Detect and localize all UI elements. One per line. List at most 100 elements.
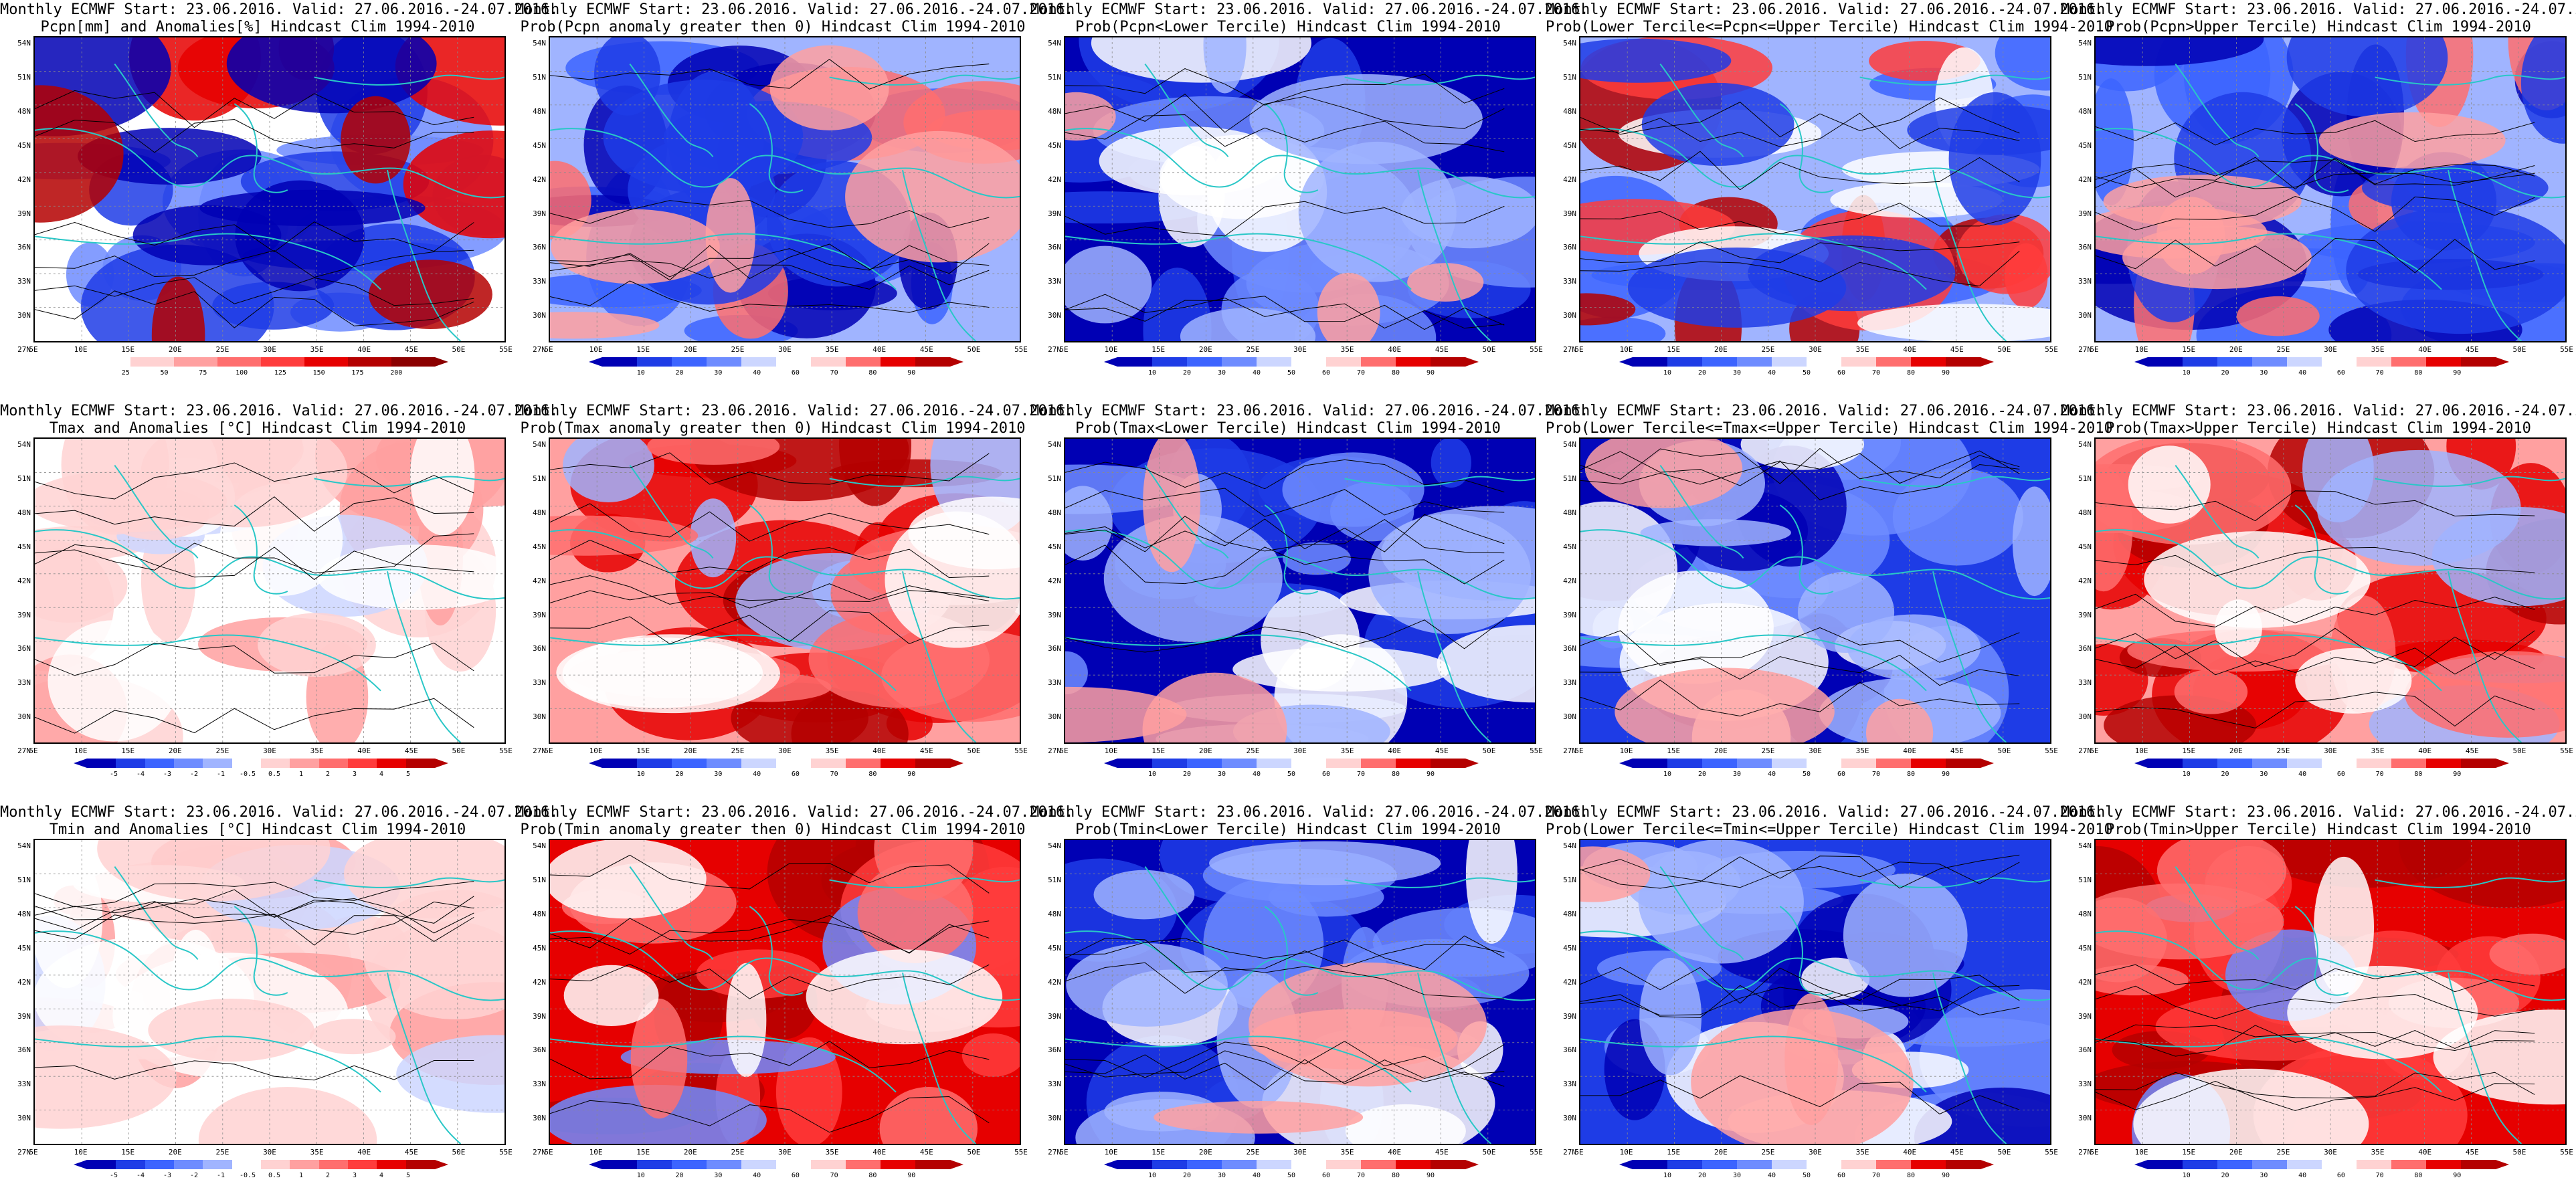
latitude-label: 48N (533, 909, 546, 918)
legend-min-arrow (1619, 1160, 1633, 1169)
latitude-label: 39N (17, 1011, 31, 1021)
forecast-panel: Monthly ECMWF Start: 23.06.2016. Valid: … (1030, 803, 1588, 1204)
color-legend (2134, 1160, 2509, 1169)
legend-tick-label: 30 (2260, 771, 2268, 778)
legend-tick-label: 150 (312, 369, 325, 377)
latitude-label: 42N (1563, 576, 1576, 585)
longitude-label: 40E (2418, 1148, 2432, 1157)
latitude-label: 51N (533, 474, 546, 483)
longitude-label: 10E (1619, 1148, 1633, 1157)
legend-color-swatch (637, 1160, 672, 1169)
panel-title-line1: Monthly ECMWF Start: 23.06.2016. Valid: … (515, 1, 1074, 18)
map-field (1580, 840, 2050, 1144)
panel-title-line2: Prob(Lower Tercile<=Tmin<=Upper Tercile)… (1546, 821, 2113, 838)
legend-max-arrow (950, 1160, 963, 1169)
legend-color-swatch (2357, 1160, 2391, 1169)
legend-tick-label: 3 (352, 771, 357, 778)
longitude-label: 25E (731, 345, 745, 354)
longitude-label: 5E (544, 345, 553, 354)
legend-color-swatch (290, 1160, 319, 1169)
legend-tick-label: 30 (714, 1172, 723, 1179)
legend-tick-label: 100 (236, 369, 248, 377)
latitude-label: 39N (17, 209, 31, 218)
legend-max-arrow (1981, 357, 1994, 367)
legend-tick-label: 60 (1321, 771, 1331, 778)
longitude-label: 40E (872, 345, 887, 354)
latitude-label: 42N (17, 977, 31, 987)
legend-min-arrow (1104, 1160, 1117, 1169)
legend-max-arrow (435, 759, 448, 768)
legend-color-swatch (174, 357, 217, 367)
forecast-panel: Monthly ECMWF Start: 23.06.2016. Valid: … (1546, 803, 2113, 1204)
panel-title-line2: Pcpn[mm] and Anomalies[%] Hindcast Clim … (40, 19, 475, 35)
legend-tick-label: 70 (2375, 369, 2384, 377)
latitude-label: 36N (533, 243, 546, 252)
color-legend (589, 759, 963, 768)
longitude-label: 15E (121, 345, 135, 354)
latitude-label: 42N (17, 175, 31, 184)
legend-color-swatch (318, 1160, 348, 1169)
latitude-label: 36N (17, 644, 31, 654)
panel-title: Monthly ECMWF Start: 23.06.2016. Valid: … (0, 403, 558, 437)
legend-color-swatch (318, 759, 348, 768)
latitude-label: 42N (1563, 977, 1576, 987)
latitude-label: 42N (2078, 576, 2092, 585)
latitude-label: 45N (2078, 943, 2092, 952)
legend-color-swatch (1876, 759, 1911, 768)
panel-title-line2: Prob(Pcpn<Lower Tercile) Hindcast Clim 1… (1075, 19, 1501, 35)
latitude-label: 45N (1563, 140, 1576, 150)
legend-tick-label: 40 (753, 771, 761, 778)
longitude-label: 25E (1246, 345, 1260, 354)
legend-tick-label: 70 (1356, 771, 1366, 778)
legend-color-swatch (1667, 1160, 1702, 1169)
legend-tick-label: 50 (1802, 1172, 1811, 1179)
legend-color-swatch (290, 759, 319, 768)
forecast-panel: Monthly ECMWF Start: 23.06.2016. Valid: … (2061, 803, 2576, 1204)
latitude-label: 45N (1048, 140, 1061, 150)
legend-tick-label: 70 (2375, 771, 2384, 778)
latitude-label: 42N (2078, 175, 2092, 184)
legend-color-swatch (348, 357, 391, 367)
latitude-label: 42N (2078, 977, 2092, 987)
longitude-label: 10E (1619, 345, 1633, 354)
legend-tick-label: -4 (136, 771, 145, 778)
latitude-label: 30N (533, 1114, 546, 1123)
legend-color-swatch (2426, 759, 2461, 768)
legend-color-swatch (672, 759, 707, 768)
longitude-label: 10E (74, 345, 88, 354)
legend-color-swatch (741, 1160, 776, 1169)
longitude-label: 35E (1340, 345, 1354, 354)
forecast-map (549, 839, 1021, 1145)
longitude-label: 35E (825, 1148, 839, 1157)
legend-color-swatch (2217, 357, 2252, 367)
longitude-label: 15E (1152, 1148, 1166, 1157)
forecast-map (1579, 437, 2051, 744)
longitude-label: 55E (499, 746, 513, 755)
latitude-label: 39N (1048, 1011, 1061, 1021)
legend-tick-label: 1 (298, 1172, 304, 1179)
legend-tick-label: 40 (2298, 771, 2307, 778)
latitude-label: 54N (533, 440, 546, 449)
map-field (550, 37, 1020, 341)
legend-color-swatch (707, 759, 741, 768)
longitude-label: 50E (1997, 345, 2011, 354)
longitude-label: 5E (29, 345, 38, 354)
legend-tick-label: 60 (791, 771, 800, 778)
legend-tick-label: 90 (1941, 369, 1950, 377)
legend-tick-label: 90 (907, 1172, 916, 1179)
legend-color-swatch (602, 759, 637, 768)
legend-tick-label: 40 (1767, 369, 1776, 377)
forecast-map (1064, 839, 1536, 1145)
latitude-label: 30N (533, 712, 546, 722)
longitude-label: 15E (636, 345, 650, 354)
longitude-label: 25E (1761, 345, 1775, 354)
longitude-label: 45E (2465, 345, 2479, 354)
legend-tick-label: 20 (1182, 369, 1192, 377)
panel-title-line2: Prob(Pcpn>Upper Tercile) Hindcast Clim 1… (2106, 19, 2531, 35)
legend-tick-label: 4 (379, 771, 384, 778)
longitude-label: 45E (919, 345, 933, 354)
legend-color-swatch (846, 759, 881, 768)
latitude-label: 54N (17, 39, 31, 47)
latitude-label: 30N (2078, 712, 2092, 722)
legend-tick-label: 3 (352, 1172, 357, 1179)
